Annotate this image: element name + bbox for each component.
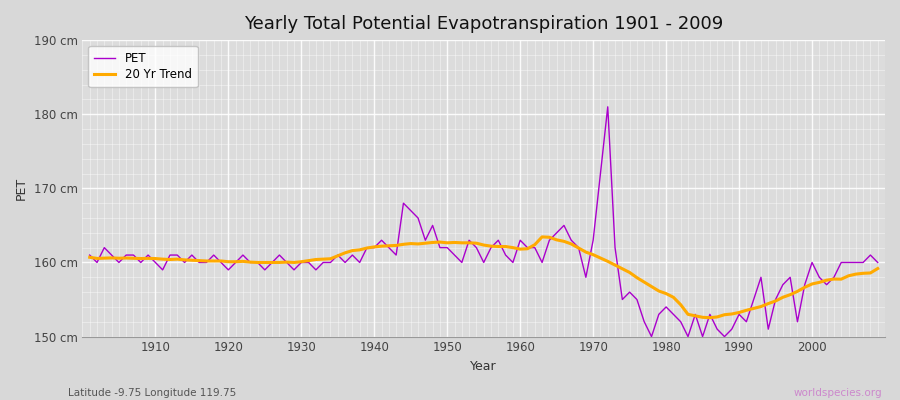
- 20 Yr Trend: [347, 248, 358, 253]
- 20 Yr Trend: [508, 245, 518, 250]
- PET: [609, 245, 620, 250]
- PET: [646, 334, 657, 339]
- PET: [515, 238, 526, 243]
- 20 Yr Trend: [303, 258, 314, 263]
- X-axis label: Year: Year: [471, 360, 497, 373]
- Title: Yearly Total Potential Evapotranspiration 1901 - 2009: Yearly Total Potential Evapotranspiratio…: [244, 15, 724, 33]
- Text: Latitude -9.75 Longitude 119.75: Latitude -9.75 Longitude 119.75: [68, 388, 236, 398]
- PET: [303, 260, 314, 265]
- PET: [872, 260, 883, 265]
- 20 Yr Trend: [872, 266, 883, 271]
- Line: PET: PET: [90, 107, 878, 336]
- Y-axis label: PET: PET: [15, 177, 28, 200]
- PET: [143, 253, 154, 258]
- 20 Yr Trend: [85, 255, 95, 260]
- 20 Yr Trend: [609, 263, 620, 268]
- Text: worldspecies.org: worldspecies.org: [794, 388, 882, 398]
- 20 Yr Trend: [515, 247, 526, 252]
- PET: [347, 253, 358, 258]
- PET: [508, 260, 518, 265]
- Line: 20 Yr Trend: 20 Yr Trend: [90, 237, 878, 318]
- 20 Yr Trend: [143, 256, 154, 261]
- 20 Yr Trend: [536, 234, 547, 239]
- 20 Yr Trend: [705, 315, 716, 320]
- PET: [602, 104, 613, 109]
- PET: [85, 253, 95, 258]
- Legend: PET, 20 Yr Trend: PET, 20 Yr Trend: [88, 46, 198, 87]
